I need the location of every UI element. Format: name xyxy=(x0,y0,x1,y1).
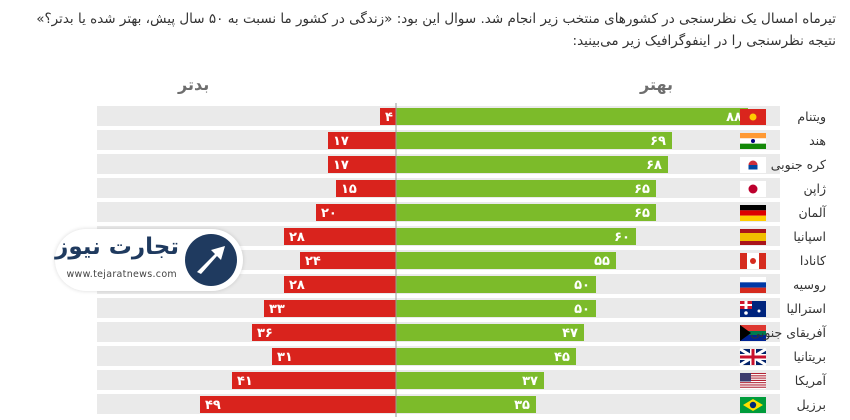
worse-value-label: ۳۶ xyxy=(257,326,273,341)
worse-bar xyxy=(336,180,396,197)
worse-bar xyxy=(380,108,396,125)
country-label: کانادا xyxy=(800,253,826,268)
better-bar xyxy=(396,132,672,149)
better-value-label: ۶۵ xyxy=(634,182,650,197)
country-label: اسپانیا xyxy=(793,229,826,244)
worse-value-label: ۲۸ xyxy=(289,230,305,245)
worse-value-label: ۲۸ xyxy=(289,278,305,293)
brand-logo: تجارت نیوز www.tejaratnews.com xyxy=(55,229,243,291)
worse-bar xyxy=(284,276,396,293)
worse-bar xyxy=(272,348,396,365)
country-label: آفریقای جنوبی xyxy=(750,325,826,341)
country-label: برزیل xyxy=(797,397,826,413)
better-bar xyxy=(396,156,668,173)
better-value-label: ۶۸ xyxy=(646,158,662,173)
india-flag xyxy=(740,133,766,149)
better-bar xyxy=(396,228,636,245)
worse-value-label: ۲۴ xyxy=(305,254,321,269)
better-value-label: ۳۵ xyxy=(514,398,530,413)
better-value-label: ۴۵ xyxy=(554,350,570,365)
worse-value-label: ۳۳ xyxy=(269,302,285,317)
worse-bar xyxy=(300,252,396,269)
worse-value-label: ۴ xyxy=(385,110,393,125)
south-korea-flag xyxy=(740,157,766,173)
better-value-label: ۸۸ xyxy=(726,110,742,125)
japan-flag xyxy=(740,181,766,197)
worse-bar xyxy=(232,372,396,389)
australia-flag xyxy=(740,301,766,317)
better-value-label: ۵۵ xyxy=(594,254,610,269)
country-label: آلمان xyxy=(799,205,827,220)
logo-name: تجارت نیوز xyxy=(55,234,179,260)
better-value-label: ۶۵ xyxy=(634,206,650,221)
better-bar xyxy=(396,204,656,221)
better-bar xyxy=(396,348,576,365)
better-bar xyxy=(396,252,616,269)
spain-flag xyxy=(740,229,766,245)
better-value-label: ۴۷ xyxy=(562,326,578,341)
worse-value-label: ۴۹ xyxy=(205,398,221,413)
country-label: ویتنام xyxy=(797,109,826,125)
russia-flag xyxy=(740,277,766,293)
better-bar xyxy=(396,276,596,293)
worse-bar xyxy=(284,228,396,245)
better-bar xyxy=(396,372,544,389)
worse-bar xyxy=(264,300,396,317)
better-header: بهتر xyxy=(640,75,674,94)
better-bar xyxy=(396,108,748,125)
better-value-label: ۵۰ xyxy=(574,302,590,317)
better-value-label: ۳۷ xyxy=(522,374,538,389)
vietnam-flag xyxy=(740,109,766,125)
better-bar xyxy=(396,300,596,317)
worse-value-label: ۳۱ xyxy=(277,350,293,365)
worse-bar xyxy=(200,396,396,413)
better-value-label: ۶۹ xyxy=(650,134,666,149)
better-bar xyxy=(396,324,584,341)
brazil-flag xyxy=(740,397,766,413)
country-label: کره جنوبی xyxy=(771,157,826,173)
worse-value-label: ۴۱ xyxy=(237,374,253,389)
uk-flag xyxy=(739,347,767,367)
better-value-label: ۶۰ xyxy=(614,230,630,245)
worse-value-label: ۲۰ xyxy=(321,206,337,221)
better-value-label: ۵۰ xyxy=(574,278,590,293)
worse-value-label: ۱۷ xyxy=(333,134,349,149)
country-label: بریتانیا xyxy=(794,349,827,365)
worse-bar xyxy=(328,132,396,149)
country-label: استرالیا xyxy=(787,301,826,317)
country-label: روسیه xyxy=(793,277,826,293)
worse-bar xyxy=(252,324,396,341)
intro-text: تیرماه امسال یک نظرسنجی در کشورهای منتخب… xyxy=(36,11,836,49)
logo-mark-icon xyxy=(185,234,237,286)
south-africa-flag xyxy=(740,325,766,341)
usa-flag xyxy=(740,373,766,389)
germany-flag xyxy=(740,205,766,221)
worse-bar xyxy=(316,204,396,221)
worse-header: بدتر xyxy=(178,75,210,94)
better-bar xyxy=(396,180,656,197)
worse-bar xyxy=(328,156,396,173)
worse-value-label: ۱۵ xyxy=(341,182,357,197)
country-label: آمریکا xyxy=(795,373,827,389)
better-bar xyxy=(396,396,536,413)
country-label: ژاپن xyxy=(803,181,826,197)
logo-url: www.tejaratnews.com xyxy=(66,269,177,280)
canada-flag xyxy=(740,253,766,269)
country-label: هند xyxy=(809,133,826,148)
worse-value-label: ۱۷ xyxy=(333,158,349,173)
